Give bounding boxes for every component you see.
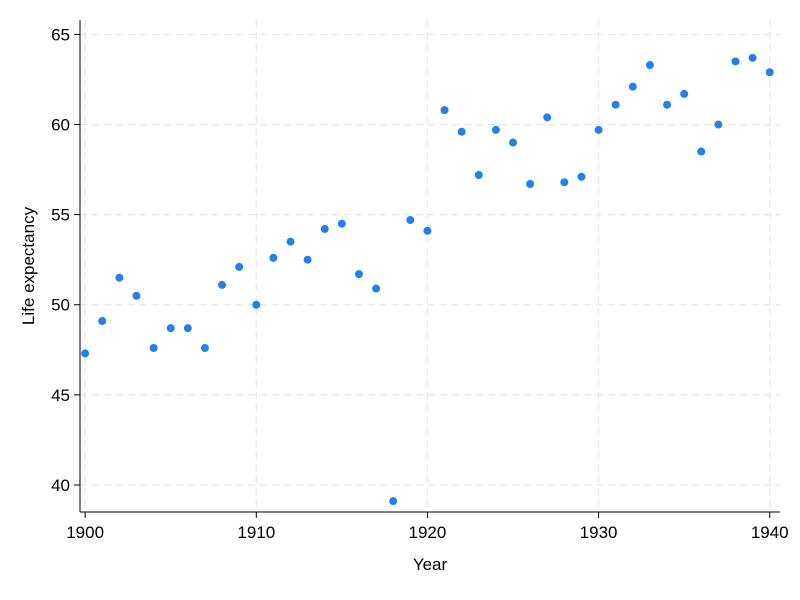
y-tick-label: 60	[51, 116, 70, 135]
data-point	[406, 216, 415, 225]
y-tick-label: 40	[51, 476, 70, 495]
y-tick-label: 50	[51, 296, 70, 315]
data-point	[183, 324, 192, 333]
data-point	[98, 316, 107, 325]
data-point	[560, 178, 569, 187]
data-point	[509, 138, 518, 147]
data-point	[697, 147, 706, 156]
data-point	[303, 255, 312, 264]
data-point	[218, 280, 227, 289]
ticks: 40 45 50 55 60 65 1900 1910 1920 1930 1940	[51, 25, 789, 542]
data-point	[423, 226, 432, 235]
data-point	[269, 253, 278, 262]
data-point	[115, 273, 124, 282]
data-point	[731, 57, 740, 66]
x-tick-label: 1930	[580, 523, 618, 542]
grid	[80, 20, 780, 512]
data-point	[389, 497, 398, 506]
data-point	[543, 113, 552, 122]
data-point	[81, 349, 90, 358]
data-points	[81, 53, 774, 506]
axes	[79, 20, 780, 513]
data-point	[663, 100, 672, 109]
data-point	[457, 127, 466, 136]
data-point	[474, 170, 483, 179]
x-tick-label: 1910	[237, 523, 275, 542]
y-tick-label: 45	[51, 386, 70, 405]
data-point	[149, 344, 158, 352]
data-point	[748, 53, 757, 62]
data-point	[354, 270, 363, 279]
data-point	[440, 106, 449, 115]
data-point	[320, 225, 329, 234]
data-point	[132, 291, 141, 300]
data-point	[491, 125, 500, 134]
data-point	[645, 61, 654, 70]
data-point	[337, 219, 346, 228]
x-tick-label: 1900	[66, 523, 104, 542]
data-point	[235, 262, 244, 271]
data-point	[594, 125, 603, 134]
y-tick-label: 65	[51, 25, 70, 44]
data-point	[680, 89, 689, 98]
data-point	[628, 82, 637, 91]
y-tick-label: 55	[51, 206, 70, 225]
data-point	[714, 120, 723, 129]
data-point	[765, 68, 774, 77]
x-tick-label: 1940	[751, 523, 789, 542]
data-point	[526, 180, 535, 188]
data-point	[252, 300, 261, 309]
data-point	[166, 324, 175, 333]
x-axis-title: Year	[413, 555, 448, 574]
data-point	[372, 284, 381, 293]
x-tick-label: 1920	[409, 523, 447, 542]
data-point	[200, 344, 209, 352]
y-axis-title: Life expectancy	[19, 206, 38, 325]
data-point	[611, 100, 620, 109]
data-point	[286, 237, 295, 246]
data-point	[577, 172, 586, 181]
